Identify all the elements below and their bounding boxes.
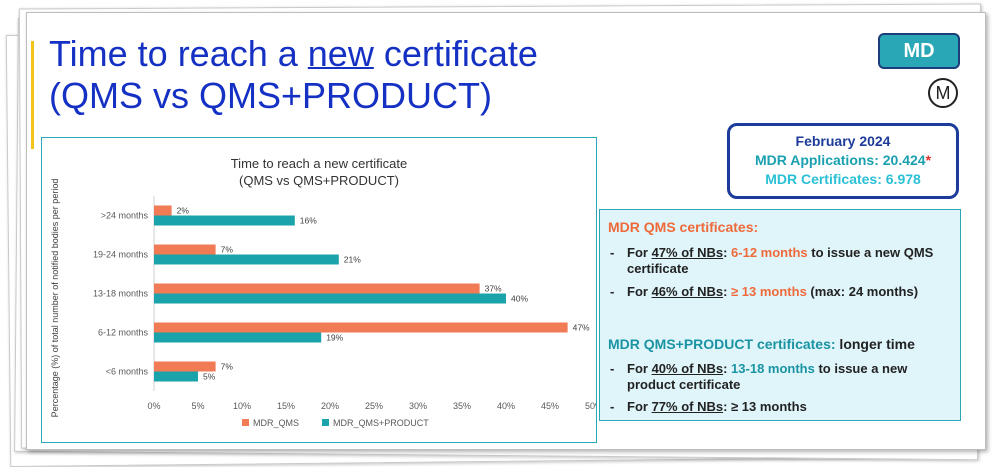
- bullet-dash: -: [610, 399, 615, 414]
- x-tick-label: 35%: [453, 401, 471, 411]
- item-nb-share: 77% of NBs: [651, 399, 724, 414]
- item-text: :: [723, 245, 732, 260]
- x-tick-label: 30%: [409, 401, 427, 411]
- legend-swatch: [322, 419, 329, 426]
- md-badge: MD: [878, 33, 960, 69]
- product-heading-tail: longer time: [835, 336, 915, 352]
- x-tick-label: 50%: [585, 401, 596, 411]
- data-label: 2%: [177, 206, 190, 216]
- legend-swatch: [242, 419, 249, 426]
- bullet-dash: -: [610, 245, 615, 260]
- data-label: 37%: [485, 284, 502, 294]
- category-label: <6 months: [106, 367, 149, 377]
- bar-mdr-qms-product: [154, 332, 322, 343]
- bar-mdr-qms: [154, 361, 216, 372]
- title-text-pre: Time to reach a: [49, 33, 308, 74]
- item-text: to issue a new QMS certificate: [627, 245, 934, 276]
- bar-mdr-qms-product: [154, 215, 295, 226]
- x-tick-label: 15%: [277, 401, 295, 411]
- qms-heading: MDR QMS certificates:: [608, 219, 759, 235]
- title-text-post: certificate: [373, 33, 538, 74]
- stats-asterisk: *: [925, 152, 932, 168]
- chart-title: Time to reach a new certificate: [231, 156, 408, 171]
- data-label: 21%: [344, 255, 361, 265]
- item-text: to issue a new product certificate: [627, 361, 908, 392]
- title-text-line2: (QMS vs QMS+PRODUCT): [49, 75, 493, 116]
- item-duration: ≥ 13 months: [731, 284, 807, 299]
- item-duration: 6-12 months: [731, 245, 808, 260]
- category-label: 6-12 months: [98, 328, 149, 338]
- legend-label: MDR_QMS+PRODUCT: [333, 418, 429, 428]
- bar-mdr-qms: [154, 205, 172, 216]
- data-label: 7%: [221, 245, 234, 255]
- bar-mdr-qms: [154, 322, 568, 333]
- x-tick-label: 10%: [233, 401, 251, 411]
- data-label: 40%: [511, 294, 528, 304]
- data-label: 16%: [300, 216, 317, 226]
- item-text: : ≥ 13 months: [723, 399, 807, 414]
- item-text: (max: 24 months): [806, 284, 919, 299]
- data-label: 19%: [326, 333, 343, 343]
- data-label: 5%: [203, 372, 216, 382]
- x-tick-label: 20%: [321, 401, 339, 411]
- logo-letter: M: [936, 83, 951, 103]
- chart-panel: Time to reach a new certificate (QMS vs Q…: [41, 137, 603, 443]
- data-label: 7%: [221, 362, 234, 372]
- x-tick-label: 45%: [541, 401, 559, 411]
- y-axis-label: Percentage (%) of total number of notifi…: [50, 179, 60, 418]
- product-heading-label: MDR QMS+PRODUCT certificates:: [608, 336, 836, 352]
- bar-mdr-qms-product: [154, 293, 506, 304]
- item-nb-share: 46% of NBs: [651, 284, 724, 299]
- bullet-dash: -: [610, 284, 615, 299]
- category-label: 19-24 months: [93, 250, 149, 260]
- item-duration: 13-18 months: [731, 361, 815, 376]
- bar-mdr-qms-product: [154, 371, 198, 382]
- item-text: For: [627, 399, 652, 414]
- x-tick-label: 40%: [497, 401, 515, 411]
- item-text: :: [723, 284, 732, 299]
- stats-applications: MDR Applications: 20.424*: [730, 151, 956, 170]
- stats-applications-text: MDR Applications: 20.424: [754, 152, 926, 168]
- slide-title: Time to reach a new certificate (QMS vs …: [49, 33, 538, 117]
- bullet-dash: -: [610, 361, 615, 376]
- category-label: >24 months: [101, 211, 149, 221]
- stats-box: February 2024 MDR Applications: 20.424* …: [727, 123, 959, 199]
- accent-bar: [31, 41, 34, 149]
- md-badge-label: MD: [903, 39, 935, 62]
- x-tick-label: 5%: [191, 401, 204, 411]
- legend-label: MDR_QMS: [253, 418, 299, 428]
- bar-chart: Time to reach a new certificate (QMS vs Q…: [50, 156, 603, 428]
- x-tick-label: 25%: [365, 401, 383, 411]
- title-text-underlined: new: [307, 33, 374, 74]
- x-tick-label: 0%: [147, 401, 160, 411]
- item-nb-share: 40% of NBs: [651, 361, 724, 376]
- item-text: :: [723, 361, 732, 376]
- item-text: For: [627, 284, 652, 299]
- item-text: For: [627, 245, 652, 260]
- stats-certificates: MDR Certificates: 6.978: [765, 171, 921, 187]
- item-nb-share: 47% of NBs: [651, 245, 724, 260]
- m-circle-logo-icon: M: [928, 78, 958, 108]
- info-panel: MDR QMS certificates: - For 47% of NBs : …: [599, 209, 961, 421]
- category-label: 13-18 months: [93, 289, 149, 299]
- item-text: For: [627, 361, 652, 376]
- stats-month: February 2024: [795, 133, 891, 149]
- bar-mdr-qms: [154, 283, 480, 294]
- data-label: 47%: [573, 323, 590, 333]
- bar-mdr-qms: [154, 244, 216, 255]
- chart-subtitle: (QMS vs QMS+PRODUCT): [239, 173, 399, 188]
- slide: Time to reach a new certificate (QMS vs …: [26, 12, 986, 450]
- bar-mdr-qms-product: [154, 254, 339, 265]
- product-heading: MDR QMS+PRODUCT certificates: longer tim…: [608, 336, 915, 352]
